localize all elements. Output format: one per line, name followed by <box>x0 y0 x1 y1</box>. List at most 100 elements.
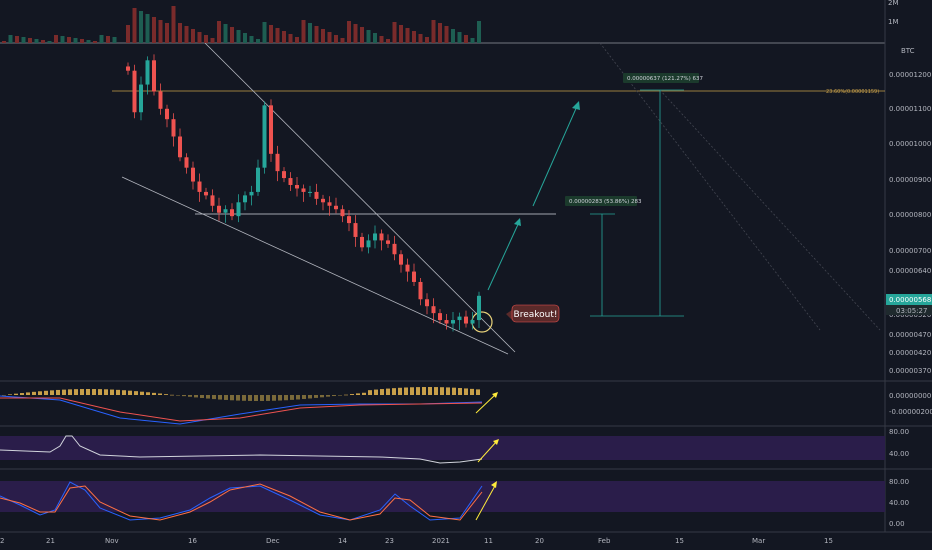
stoch-tick-0: 80.00 <box>889 478 909 486</box>
volume-bar <box>275 28 280 43</box>
volume-bar <box>191 29 195 43</box>
price-tick: 0.00001000 <box>889 140 931 148</box>
price-tick: 0.00000700 <box>889 247 931 255</box>
macd-histogram-bar <box>320 395 324 398</box>
macd-histogram-bar <box>332 395 336 397</box>
volume-bar <box>158 20 163 43</box>
macd-histogram-bar <box>62 389 66 395</box>
candle-body <box>139 84 143 113</box>
macd-histogram-bar <box>206 395 210 399</box>
macd-histogram-bar <box>2 395 6 396</box>
volume-bar <box>308 23 312 43</box>
macd-histogram-bar <box>26 392 30 395</box>
volume-bar <box>145 14 150 43</box>
macd-histogram-bar <box>440 387 444 395</box>
volume-bar <box>412 31 416 43</box>
volume-bar <box>126 25 130 43</box>
volume-bar <box>288 34 293 43</box>
time-axis[interactable]: 2 21 Nov 16 Dec 14 23 2021 11 20 Feb 15 Mar 15 <box>0 537 833 545</box>
arrow-head-target2 <box>572 101 580 110</box>
rsi-arrow-head <box>493 439 499 445</box>
volume-tick-2m: 2M <box>888 0 899 7</box>
candle-body <box>301 188 306 192</box>
macd-histogram-bar <box>80 389 84 395</box>
candle-body <box>373 233 377 241</box>
volume-bar <box>418 34 423 43</box>
macd-histogram-bar <box>38 391 42 395</box>
volume-bar <box>243 33 247 43</box>
candle-body <box>451 320 455 324</box>
volume-bar <box>269 25 273 43</box>
time-tick: Nov <box>105 537 119 545</box>
rsi-band <box>0 436 885 460</box>
time-tick: Dec <box>266 537 280 545</box>
macd-histogram-bar <box>188 395 192 397</box>
volume-bar <box>360 27 364 43</box>
candle-body <box>425 299 429 307</box>
volume-bar <box>392 22 397 43</box>
macd-histogram-bar <box>110 389 114 395</box>
candle-body <box>243 195 247 203</box>
quote-currency-label: BTC <box>901 47 915 55</box>
volume-bar <box>295 37 299 43</box>
macd-histogram-bar <box>200 395 204 399</box>
volume-bar <box>223 24 228 43</box>
candles-layer <box>126 54 481 332</box>
candle-body <box>399 254 403 265</box>
volume-bar <box>262 22 267 43</box>
volume-bar <box>405 28 410 43</box>
macd-tick-0: 0.00000000 <box>889 392 931 400</box>
macd-histogram-bar <box>236 395 240 401</box>
candle-body <box>171 119 176 137</box>
macd-histogram-bar <box>98 389 102 395</box>
volume-bar <box>230 27 234 43</box>
price-tick: 0.00000900 <box>889 176 931 184</box>
volume-bar <box>112 37 117 43</box>
macd-histogram-bar <box>242 395 246 401</box>
macd-histogram-bar <box>128 390 132 395</box>
candle-body <box>379 233 384 241</box>
candle-body <box>178 136 182 158</box>
volume-bar <box>217 21 221 43</box>
volume-bar <box>15 36 19 43</box>
stoch-tick-1: 40.00 <box>889 499 909 507</box>
volume-bar <box>366 30 371 43</box>
macd-histogram-bar <box>386 388 390 395</box>
candle-body <box>256 167 260 192</box>
candle-body <box>457 316 462 321</box>
macd-histogram-bar <box>254 395 258 401</box>
target2-badge <box>623 73 699 83</box>
rsi-arrow <box>477 440 498 463</box>
volume-bar <box>457 32 462 43</box>
candle-body <box>418 281 423 300</box>
volume-bar <box>204 35 208 43</box>
macd-histogram-bar <box>452 387 456 395</box>
macd-histogram-bar <box>182 395 186 397</box>
countdown-value: 03:05:27 <box>896 307 927 315</box>
candle-body <box>191 167 195 182</box>
volume-bar <box>93 41 97 43</box>
macd-histogram-bar <box>224 395 228 400</box>
volume-bar <box>282 31 286 43</box>
macd-histogram-bar <box>44 390 48 395</box>
macd-histogram-bar <box>434 387 438 395</box>
price-tick: 0.00000800 <box>889 211 931 219</box>
stoch-arrow-head <box>491 481 497 488</box>
macd-histogram-bar <box>86 389 90 395</box>
volume-bar <box>464 35 468 43</box>
macd-histogram-bar <box>404 387 408 395</box>
candle-body <box>184 157 189 168</box>
target1-label: 0.00000283 (53.86%) 283 <box>569 199 642 205</box>
current-price-badge <box>886 294 932 305</box>
volume-bar <box>99 35 104 43</box>
current-price-value: 0.00000568 <box>889 296 931 304</box>
macd-histogram-bar <box>392 388 396 395</box>
candle-body <box>327 202 332 206</box>
candle-body <box>165 108 169 120</box>
price-tick: 0.00000370 <box>889 367 931 375</box>
price-tick: 0.00001100 <box>889 105 931 113</box>
macd-histogram-bar <box>398 387 402 395</box>
candle-body <box>249 191 254 196</box>
macd-histogram-bar <box>272 395 276 401</box>
